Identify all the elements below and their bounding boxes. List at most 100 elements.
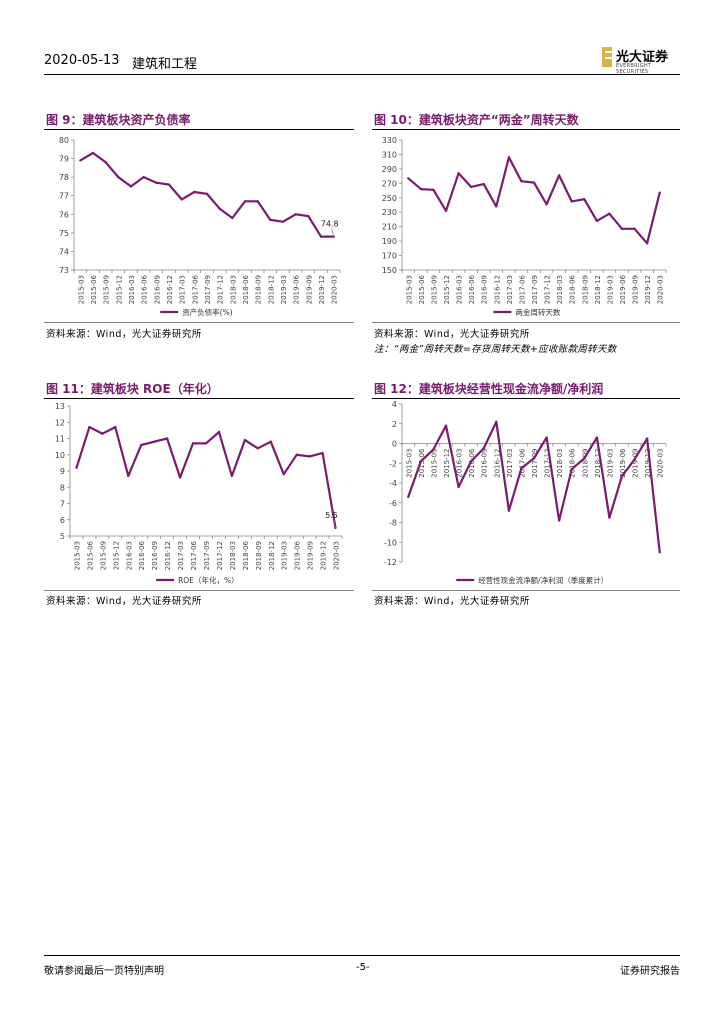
data-point — [595, 436, 599, 439]
x-tick-label: 2017-09 — [203, 541, 211, 570]
x-tick-label: 2018-03 — [229, 275, 237, 304]
data-point — [507, 509, 511, 512]
x-tick-label: 2016-06 — [138, 540, 146, 570]
data-point — [457, 485, 460, 489]
legend-label: ROE（年化，%） — [178, 575, 238, 585]
y-tick-label: 78 — [59, 173, 69, 182]
data-point — [557, 174, 561, 177]
y-tick-label: 8 — [60, 483, 65, 492]
x-tick-label: 2015-03 — [77, 275, 85, 304]
x-tick-label: 2015-12 — [443, 275, 451, 304]
x-tick-label: 2016-03 — [128, 275, 136, 304]
data-point — [444, 209, 448, 212]
data-point — [407, 177, 410, 180]
data-point — [308, 455, 311, 458]
x-tick-label: 2015-06 — [90, 274, 98, 304]
data-point — [482, 447, 485, 450]
data-point — [321, 451, 324, 455]
x-tick-label: 2016-09 — [481, 275, 489, 304]
data-label: 74.8 — [321, 220, 339, 229]
x-tick-label: 2018-09 — [581, 449, 589, 478]
x-tick-label: 2018-09 — [255, 541, 263, 570]
data-point — [167, 183, 171, 186]
data-point — [608, 212, 611, 215]
y-tick-label: 13 — [55, 402, 65, 411]
data-point — [583, 198, 586, 201]
logo-name: 光大证券 — [616, 50, 669, 65]
fig10-chart: 150 170 190 210 230 250 270 290 310 330 2015-03 201… — [382, 136, 667, 317]
x-tick-label: 2015-09 — [99, 541, 107, 570]
data-point — [432, 448, 435, 451]
fig11-top-rule — [44, 398, 354, 399]
fig10-bottom-rule — [372, 322, 680, 323]
x-tick-label: 2018-12 — [268, 541, 276, 570]
x-tick-label: 2018-09 — [581, 275, 589, 304]
x-tick-label: 2019-06 — [293, 274, 301, 304]
data-point — [570, 467, 573, 471]
data-point — [557, 519, 561, 522]
data-point — [645, 242, 649, 245]
y-tick-label: 76 — [59, 210, 69, 219]
fig12-bottom-rule — [372, 590, 680, 591]
legend-label: 经营性现金流净额/净利润（季度累计） — [478, 575, 608, 585]
x-tick-label: 2019-12 — [644, 449, 652, 478]
x-tick-label: 2016-09 — [481, 449, 489, 478]
x-tick-label: 2019-03 — [606, 449, 614, 478]
x-tick-label: 2017-12 — [544, 275, 552, 304]
x-tick-label: 2018-12 — [267, 275, 275, 304]
x-tick-label: 2016-12 — [164, 541, 172, 570]
x-tick-label: 2017-12 — [216, 541, 224, 570]
data-point — [91, 151, 95, 155]
x-tick-label: 2015-09 — [430, 449, 438, 478]
data-point — [230, 474, 234, 478]
data-point — [532, 181, 536, 184]
data-point — [495, 205, 498, 208]
x-tick-label: 2018-12 — [594, 275, 602, 304]
y-tick-label: 75 — [59, 229, 69, 238]
data-point — [419, 187, 423, 191]
fig10-note: 注：“两金”周转天数=存货周转天数+应收账款周转天数 — [374, 344, 617, 355]
data-point — [295, 453, 298, 456]
fig12-chart: -12 -10 -8 -6 -4 -2 0 2 4 2015-03 2015-06 2015-09 20… — [384, 400, 667, 585]
data-point — [633, 458, 636, 461]
y-tick-label: -6 — [389, 499, 397, 508]
data-point — [243, 438, 247, 442]
y-tick-label: 170 — [382, 252, 397, 261]
y-tick-label: -2 — [389, 459, 397, 468]
data-point — [256, 200, 259, 203]
x-tick-label: 2017-06 — [191, 274, 199, 304]
data-point — [282, 473, 285, 476]
data-point — [469, 460, 473, 463]
fig12-title: 图 12：建筑板块经营性现金流净额/净利润 — [374, 382, 604, 396]
x-tick-label: 2017-09 — [531, 449, 539, 478]
data-point — [507, 156, 511, 159]
data-point — [256, 447, 260, 450]
data-point — [620, 474, 624, 478]
x-tick-label: 2020-03 — [657, 449, 665, 478]
x-tick-label: 2016-09 — [153, 275, 161, 304]
data-point — [140, 443, 143, 447]
brand-logo: 光大证券 EVERBRIGHT SECURITIES — [602, 45, 682, 75]
x-tick-label: 2017-09 — [531, 275, 539, 304]
y-tick-label: -10 — [384, 538, 397, 547]
data-point — [104, 161, 107, 164]
x-tick-label: 2016-09 — [151, 541, 159, 570]
data-point — [191, 442, 195, 445]
data-point — [294, 213, 297, 216]
x-tick-label: 2019-09 — [632, 449, 640, 478]
series-line — [407, 156, 661, 245]
y-tick-label: 10 — [55, 451, 65, 460]
annotation-leader — [333, 519, 336, 528]
y-tick-label: 11 — [55, 435, 65, 444]
data-point — [127, 474, 130, 478]
x-tick-label: 2018-03 — [556, 275, 564, 304]
series-line — [407, 420, 661, 553]
x-tick-label: 2020-03 — [331, 275, 339, 304]
y-tick-label: 5 — [60, 532, 65, 541]
data-point — [180, 198, 183, 201]
page-footer: 敬请参阅最后一页特别声明 -5- 证券研究报告 — [44, 955, 680, 977]
y-tick-label: 210 — [382, 223, 397, 232]
report-sector: 建筑和工程 — [132, 57, 198, 72]
data-point — [545, 436, 548, 439]
data-point — [469, 185, 473, 189]
